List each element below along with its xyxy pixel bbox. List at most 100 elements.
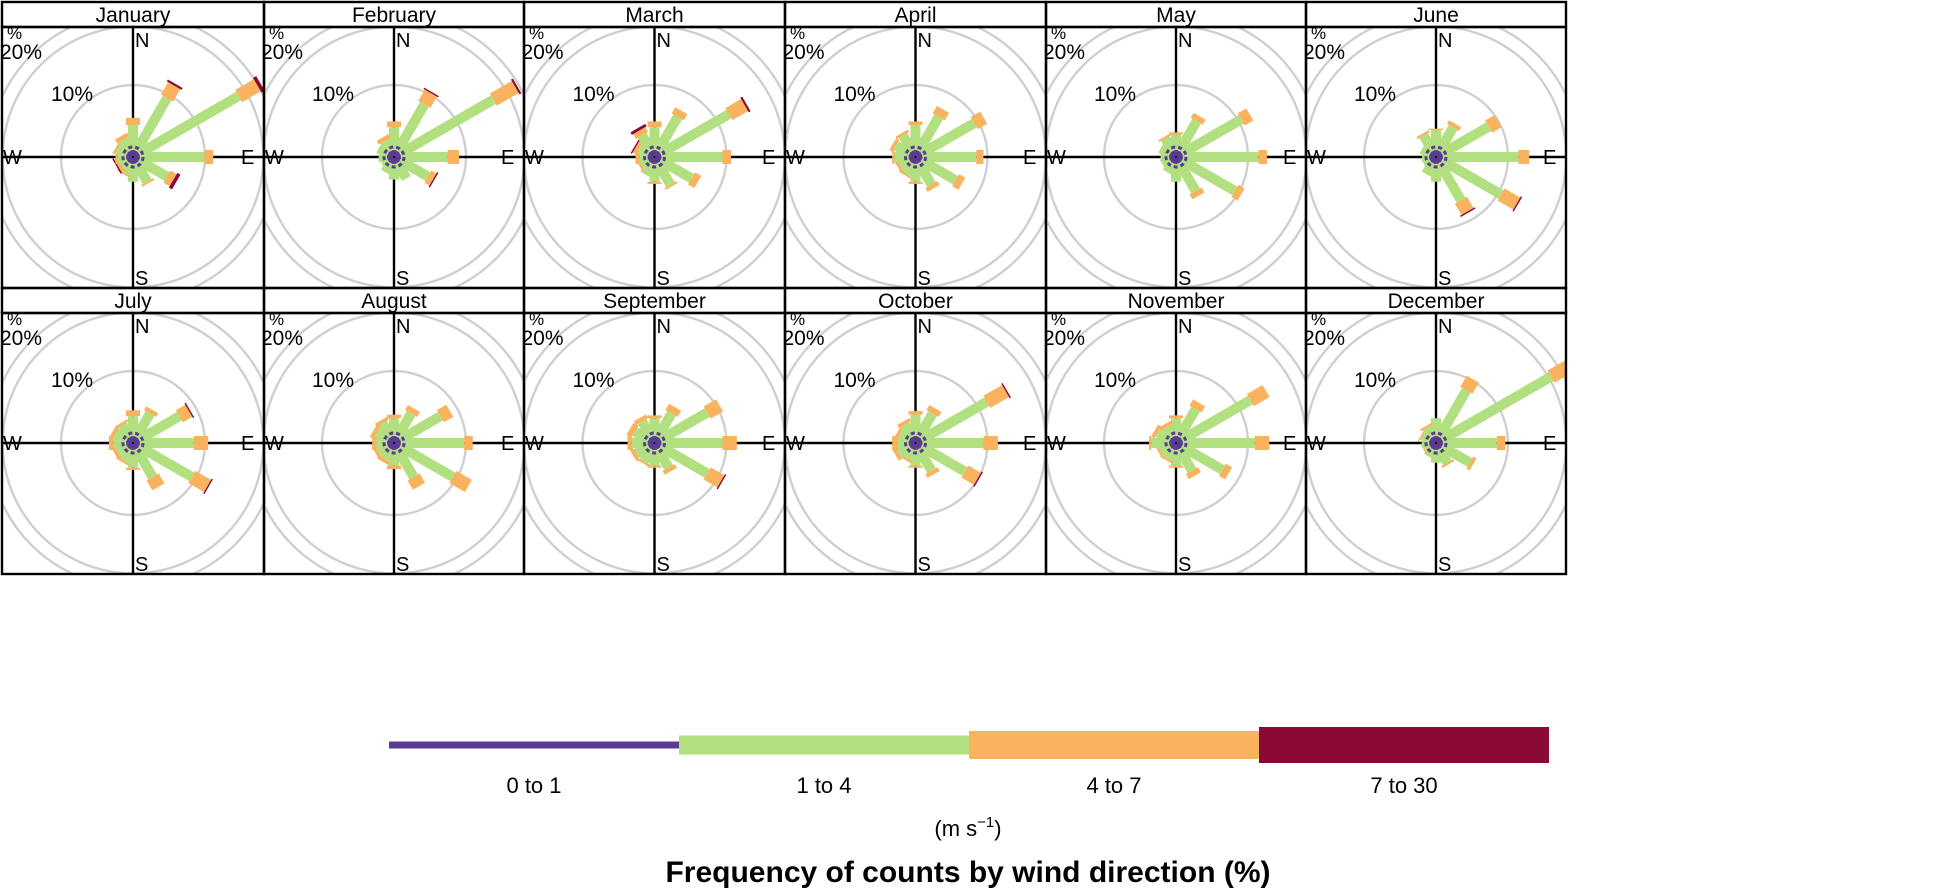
petal-august-60-bin1 — [397, 411, 443, 444]
unit-label: % — [529, 24, 544, 43]
panel-title: June — [1413, 4, 1459, 27]
petal-july-60-bin3 — [184, 402, 195, 419]
petal-november-210-bin2 — [1160, 454, 1174, 464]
compass-e: E — [501, 147, 514, 169]
ring-label-20: 20% — [522, 41, 564, 64]
petal-march-240-bin2 — [635, 158, 645, 172]
petal-july-120-bin2 — [188, 470, 211, 493]
petal-august-330-bin1 — [378, 420, 395, 440]
compass-w: W — [3, 433, 22, 455]
ring-label-10: 10% — [51, 369, 93, 392]
ring-label-20: 20% — [1043, 327, 1085, 350]
petal-december-240-bin2 — [1420, 443, 1429, 457]
petal-october-240-bin2 — [891, 446, 902, 461]
panel-plot-area: 10% 20%% N E S W — [785, 310, 1046, 576]
calm-circle — [1164, 145, 1188, 169]
petal-october-330-bin1 — [900, 422, 917, 440]
panel-title: August — [361, 290, 427, 313]
petal-june-150-bin1 — [1435, 160, 1466, 203]
ring-label-20: 20% — [0, 41, 42, 64]
petal-june-120-bin2 — [1497, 188, 1521, 210]
compass-e: E — [1283, 147, 1296, 169]
ring-label-10: 10% — [1354, 83, 1396, 106]
legend-label-2: 4 to 7 — [1086, 773, 1141, 798]
compass-n: N — [918, 316, 932, 338]
petal-february-60-bin3 — [510, 78, 522, 95]
calm-circle — [904, 431, 927, 455]
petal-february-60-bin1 — [397, 95, 496, 158]
petal-march-330-bin2 — [633, 127, 649, 140]
petal-may-30-bin1 — [1175, 118, 1201, 154]
petal-january-30-bin3 — [166, 79, 183, 90]
ring-label-20: 20% — [1043, 41, 1085, 64]
petal-october-120-bin3 — [973, 471, 983, 487]
petal-december-300-bin2 — [1417, 428, 1427, 442]
petal-november-300-bin2 — [1151, 424, 1162, 439]
ring-label-10: 10% — [312, 83, 354, 106]
petal-august-300-bin2 — [369, 424, 381, 440]
compass-n: N — [1178, 316, 1192, 338]
petal-june-150-bin2 — [1454, 196, 1474, 215]
compass-s: S — [918, 554, 931, 576]
unit-label: % — [7, 24, 22, 43]
ring-label-20: 20% — [1303, 41, 1345, 64]
petal-july-150-bin1 — [132, 446, 157, 480]
legend-label-0: 0 to 1 — [506, 773, 561, 798]
unit-label: % — [1051, 310, 1066, 329]
panel-plot-area: 10% 20%% N E S W — [264, 313, 524, 574]
petal-december-120-bin1 — [1439, 442, 1473, 467]
petal-june-120-bin1 — [1439, 156, 1504, 199]
petal-december-330-bin1 — [1422, 425, 1437, 440]
petal-april-330-bin0 — [909, 149, 918, 158]
compass-w: W — [265, 147, 284, 169]
petal-april-60-bin1 — [918, 118, 977, 158]
compass-e: E — [762, 147, 775, 169]
petal-january-60-bin3 — [253, 76, 264, 93]
petal-january-120-bin2 — [163, 170, 177, 187]
ring-label-10: 10% — [1094, 83, 1136, 106]
panel-title: March — [625, 4, 683, 27]
petal-november-330-bin0 — [1170, 435, 1178, 444]
windrose-panel-june: 10% 20%% N E S W June — [1303, 0, 1568, 290]
panel-title: January — [96, 4, 171, 27]
compass-w: W — [3, 147, 22, 169]
unit-label: % — [7, 310, 22, 329]
petal-september-330-bin2 — [633, 414, 649, 426]
petal-january-30-bin1 — [132, 95, 172, 154]
unit-label: % — [1311, 310, 1326, 329]
calm-circle — [643, 145, 666, 169]
panel-plot-area: 10% 20%% N E S W — [785, 27, 1046, 288]
petal-may-330-bin2 — [1158, 133, 1172, 143]
compass-s: S — [1178, 268, 1191, 290]
compass-s: S — [1438, 554, 1451, 576]
petal-february-330-bin2 — [376, 133, 391, 145]
legend-label-3: 7 to 30 — [1370, 773, 1437, 798]
compass-s: S — [135, 554, 148, 576]
unit-label: % — [790, 310, 805, 329]
ring-label-20: 20% — [261, 41, 303, 64]
windrose-panel-march: 10% 20%% N E S W March — [522, 0, 787, 290]
compass-s: S — [657, 268, 670, 290]
petal-october-60-bin2 — [983, 384, 1010, 408]
petal-september-300-bin2 — [626, 422, 639, 438]
windrose-panel-august: 10% 20%% N E S W August — [262, 286, 526, 576]
ring-label-10: 10% — [834, 369, 876, 392]
petal-june-330-bin1 — [1419, 133, 1437, 154]
windrose-panel-october: 10% 20%% N E S W October — [783, 286, 1048, 576]
petal-february-120-bin1 — [397, 156, 431, 181]
petal-april-240-bin2 — [894, 159, 904, 174]
petal-july-330-bin1 — [118, 422, 134, 440]
petal-march-60-bin3 — [740, 96, 751, 113]
compass-n: N — [135, 30, 149, 52]
unit-label: % — [529, 310, 544, 329]
petal-june-60-bin1 — [1439, 122, 1492, 158]
petal-april-330-bin1 — [898, 133, 917, 154]
panel-title: July — [114, 290, 152, 313]
compass-s: S — [135, 268, 148, 290]
petal-may-120-bin1 — [1179, 156, 1238, 196]
petal-november-60-bin2 — [1246, 384, 1270, 407]
petal-february-120-bin2 — [424, 170, 437, 186]
petal-august-150-bin2 — [407, 473, 426, 490]
petal-november-30-bin2 — [1189, 399, 1206, 413]
ring-label-10: 10% — [1354, 369, 1396, 392]
